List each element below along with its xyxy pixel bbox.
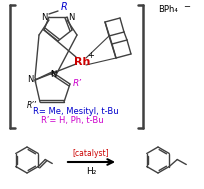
Text: R’= H, Ph, t-Bu: R’= H, Ph, t-Bu bbox=[40, 116, 103, 125]
Text: [catalyst]: [catalyst] bbox=[72, 149, 109, 159]
Text: N: N bbox=[68, 12, 74, 22]
Text: N: N bbox=[50, 70, 56, 79]
Text: N: N bbox=[41, 12, 48, 22]
Text: R’’: R’’ bbox=[27, 101, 37, 111]
Text: R’: R’ bbox=[73, 80, 82, 88]
Text: N: N bbox=[28, 75, 34, 84]
Text: Rh: Rh bbox=[73, 57, 90, 67]
Text: R: R bbox=[60, 2, 67, 12]
Text: BPh₄: BPh₄ bbox=[157, 5, 177, 15]
Text: −: − bbox=[182, 2, 189, 12]
Text: R= Me, Mesityl, t-Bu: R= Me, Mesityl, t-Bu bbox=[33, 108, 118, 116]
Text: +: + bbox=[87, 51, 94, 60]
Text: H₂: H₂ bbox=[85, 167, 96, 176]
